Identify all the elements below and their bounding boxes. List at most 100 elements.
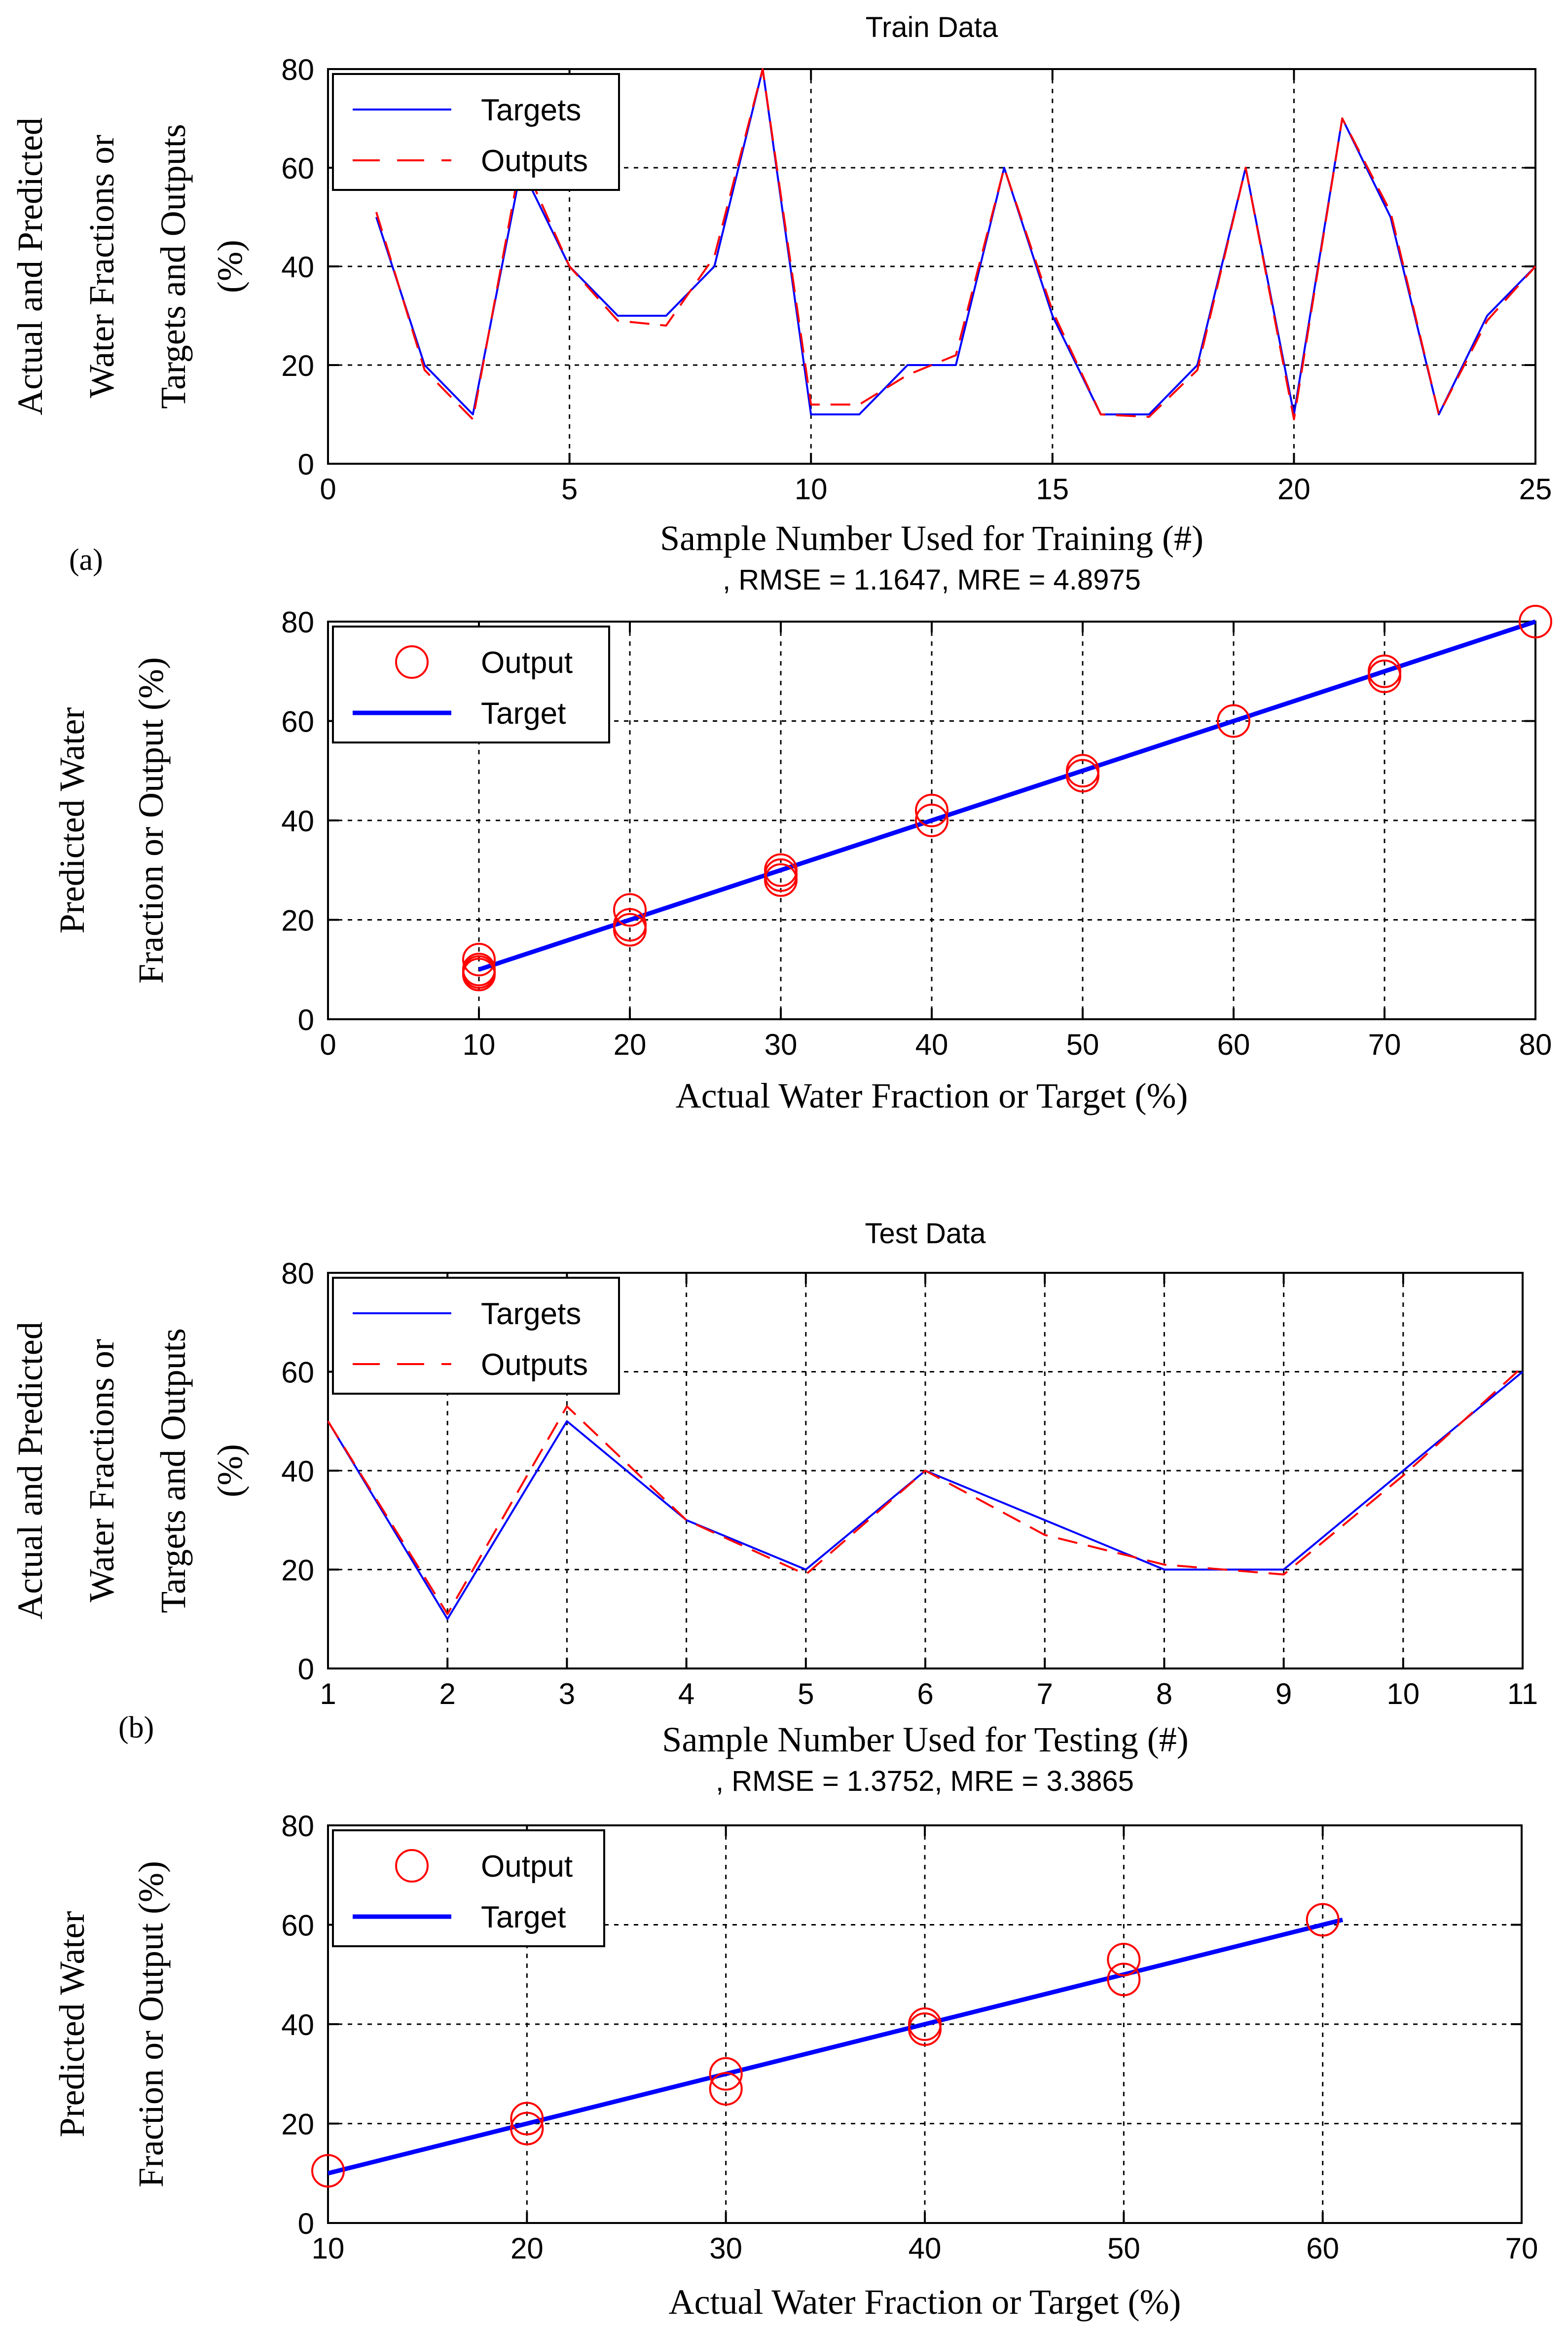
x-tick-label: 20 — [1277, 473, 1311, 506]
output-marker — [908, 2012, 942, 2046]
x-tick-label: 40 — [909, 2232, 942, 2265]
output-marker — [462, 955, 496, 989]
chart-title: , RMSE = 1.1647, MRE = 4.8975 — [723, 564, 1141, 596]
chart-title: Train Data — [866, 11, 998, 43]
target-line — [327, 1918, 1344, 2176]
y-axis-label-line: Actual and Predicted — [10, 117, 50, 415]
y-axis-label-line: Fraction or Output (%) — [131, 1861, 171, 2187]
y-tick-label: 0 — [298, 1653, 314, 1686]
x-tick-label: 20 — [614, 1028, 647, 1061]
y-tick-label: 40 — [281, 805, 314, 838]
legend-label: Targets — [481, 93, 581, 127]
y-axis-label-line: Fraction or Output (%) — [131, 657, 171, 984]
legend-box — [332, 1277, 620, 1395]
x-tick-label: 8 — [1156, 1677, 1172, 1710]
legend-label: Target — [481, 1900, 566, 1934]
x-tick-label: 3 — [559, 1677, 575, 1710]
y-axis-label-line: (%) — [210, 240, 250, 293]
chart-test-series: 1 2 3 4 5 6 7 8 9 10 11 0 20 40 60 80 Test Data Sample Nu… — [10, 1218, 1538, 1759]
output-marker — [613, 913, 647, 947]
y-tick-label: 20 — [281, 1554, 314, 1587]
y-tick-label: 0 — [298, 448, 314, 481]
y-tick-label: 80 — [281, 53, 314, 86]
x-tick-label: 10 — [312, 2232, 345, 2265]
output-marker — [915, 804, 948, 837]
y-tick-label: 80 — [281, 1257, 314, 1290]
x-tick-label: 0 — [320, 1028, 336, 1061]
x-tick-label: 7 — [1037, 1677, 1053, 1710]
x-tick-label: 20 — [511, 2232, 544, 2265]
chart-train-series: 0 5 10 15 20 25 0 20 40 60 80 Train Data Sample Numb… — [10, 11, 1552, 558]
legend-label: Outputs — [481, 1348, 588, 1382]
x-tick-label: 40 — [915, 1028, 948, 1061]
chart-test-scatter: 10 20 30 40 50 60 70 0 20 40 60 80 , RMSE = 1.3752, … — [52, 1765, 1538, 2322]
y-tick-label: 0 — [298, 1003, 314, 1037]
y-axis-label-line: Actual and Predicted — [10, 1322, 50, 1620]
output-marker — [1306, 1903, 1340, 1937]
x-tick-label: 4 — [678, 1677, 694, 1710]
legend-swatch-output — [395, 645, 429, 679]
chart-train-scatter: 0 10 20 30 40 50 60 70 80 0 20 40 60 80 , RMSE = 1.164… — [52, 564, 1552, 1115]
output-marker — [311, 2154, 345, 2188]
output-marker — [462, 943, 496, 977]
output-marker — [915, 793, 948, 827]
y-axis-label-line: Water Fractions or — [82, 1339, 121, 1602]
output-marker — [510, 2112, 544, 2146]
output-marker — [764, 863, 798, 897]
chart-title: Test Data — [865, 1218, 986, 1250]
legend-label: Target — [481, 697, 566, 731]
y-tick-label: 40 — [281, 1455, 314, 1488]
y-tick-label: 40 — [281, 2008, 314, 2041]
series-line-outputs — [327, 1366, 1524, 1615]
legend-box — [332, 73, 620, 191]
panel-label-a: (a) — [69, 543, 103, 577]
y-axis-label-line: Predicted Water — [52, 1911, 92, 2138]
y-tick-label: 60 — [281, 152, 314, 185]
y-tick-label: 40 — [281, 251, 314, 284]
x-tick-label: 9 — [1276, 1677, 1292, 1710]
output-marker — [709, 2072, 743, 2106]
x-tick-label: 25 — [1519, 473, 1552, 506]
output-marker — [1519, 605, 1552, 638]
x-tick-label: 5 — [561, 473, 578, 506]
x-tick-label: 11 — [1507, 1677, 1538, 1710]
x-axis-label: Actual Water Fraction or Target (%) — [676, 1076, 1188, 1115]
panel-label-b: (b) — [118, 1711, 154, 1744]
y-axis-label-line: Targets and Outputs — [153, 1328, 193, 1613]
legend-box — [332, 1829, 605, 1947]
legend-label: Output — [481, 646, 573, 680]
x-tick-label: 50 — [1107, 2232, 1140, 2265]
y-tick-label: 60 — [281, 1356, 314, 1389]
y-axis-label-line: Targets and Outputs — [153, 124, 193, 409]
y-tick-label: 60 — [281, 1909, 314, 1942]
legend-box — [332, 626, 610, 743]
x-tick-label: 50 — [1066, 1028, 1099, 1061]
x-tick-label: 80 — [1519, 1028, 1552, 1061]
output-marker — [1107, 1943, 1141, 1977]
x-tick-label: 70 — [1368, 1028, 1401, 1061]
output-marker — [709, 2057, 743, 2091]
legend-label: Output — [481, 1850, 573, 1884]
output-marker — [613, 893, 647, 927]
x-tick-label: 2 — [439, 1677, 456, 1710]
x-tick-label: 60 — [1306, 2232, 1339, 2265]
x-axis-label: Sample Number Used for Testing (#) — [662, 1720, 1188, 1759]
y-tick-label: 80 — [281, 1810, 314, 1843]
legend-label: Outputs — [481, 144, 588, 178]
x-tick-label: 30 — [765, 1028, 798, 1061]
series-line-outputs — [375, 68, 1536, 420]
y-tick-label: 20 — [281, 904, 314, 937]
x-tick-label: 6 — [917, 1677, 933, 1710]
legend-label: Targets — [481, 1297, 581, 1331]
x-tick-label: 0 — [320, 473, 336, 506]
output-marker — [510, 2102, 544, 2136]
output-marker — [1107, 1963, 1141, 1997]
legend-swatch-output — [395, 1849, 429, 1883]
output-marker — [1368, 659, 1401, 693]
y-axis-label-line: (%) — [210, 1444, 250, 1497]
x-tick-label: 15 — [1036, 473, 1069, 506]
x-tick-label: 1 — [320, 1677, 336, 1710]
output-marker — [1066, 759, 1099, 793]
x-tick-label: 10 — [795, 473, 828, 506]
